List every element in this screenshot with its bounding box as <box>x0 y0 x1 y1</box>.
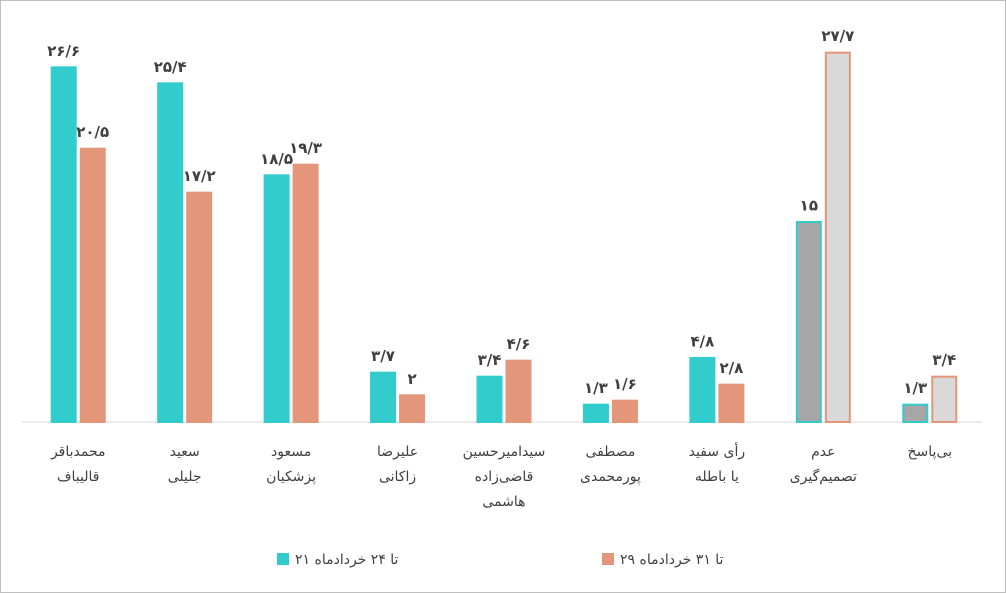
value-label: ۲۶/۶ <box>47 42 80 60</box>
legend-label: ۲۹ تا ۳۱ خردادماه <box>620 552 724 568</box>
value-label: ۱۵ <box>800 197 818 215</box>
bar <box>157 82 184 423</box>
value-label: ۳/۴ <box>478 351 502 369</box>
x-tick-label: بی‌پاسخ <box>908 444 953 460</box>
bar <box>292 163 319 424</box>
bar <box>399 394 426 424</box>
bar <box>186 191 213 423</box>
value-label: ۱/۶ <box>613 375 637 393</box>
bar <box>263 174 290 423</box>
value-label: ۱۹/۳ <box>289 139 322 157</box>
value-label: ۳/۴ <box>932 351 956 369</box>
bar <box>931 375 958 423</box>
legend-swatch <box>277 553 289 565</box>
value-label: ۱۷/۲ <box>183 167 216 185</box>
bar <box>718 383 745 423</box>
value-label: ۴/۶ <box>507 335 531 353</box>
x-tick-label: علیرضا زاکانی <box>377 444 418 485</box>
bar <box>370 371 397 423</box>
bar <box>476 375 503 423</box>
legend-swatch <box>602 553 614 565</box>
value-label: ۲۷/۷ <box>821 27 854 45</box>
value-label: ۱/۳ <box>903 379 927 397</box>
bar <box>79 147 106 424</box>
x-tick-label: رأی سفید یا باطله <box>689 442 745 485</box>
bar <box>795 221 822 423</box>
value-label: ۲/۸ <box>719 359 743 377</box>
bar <box>505 359 532 423</box>
bar <box>582 403 609 423</box>
x-tick-label: مسعود پزشکیان <box>266 444 316 485</box>
value-label: ۲ <box>407 370 416 388</box>
bar <box>611 399 638 423</box>
x-tick-label: عدم تصمیم‌گیری <box>790 444 857 485</box>
legend-label: ۲۱ تا ۲۴ خردادماه <box>295 552 399 568</box>
x-tick-label: سعید جلیلی <box>168 444 202 485</box>
value-label: ۱/۳ <box>584 379 608 397</box>
bar <box>689 357 716 423</box>
value-label: ۳/۷ <box>371 347 395 365</box>
bar <box>50 66 77 423</box>
value-label: ۲۵/۴ <box>154 58 187 76</box>
value-label: ۲۰/۵ <box>76 123 109 141</box>
x-tick-label: محمدباقر قالیباف <box>50 444 106 485</box>
value-label: ۴/۸ <box>690 333 714 351</box>
bar <box>824 51 851 424</box>
x-tick-label: مصطفی پورمحمدی <box>580 444 641 485</box>
value-label: ۱۸/۵ <box>260 150 293 168</box>
bar <box>902 403 929 423</box>
x-tick-label: سیدامیرحسین قاضی‌زاده هاشمی <box>463 444 546 510</box>
